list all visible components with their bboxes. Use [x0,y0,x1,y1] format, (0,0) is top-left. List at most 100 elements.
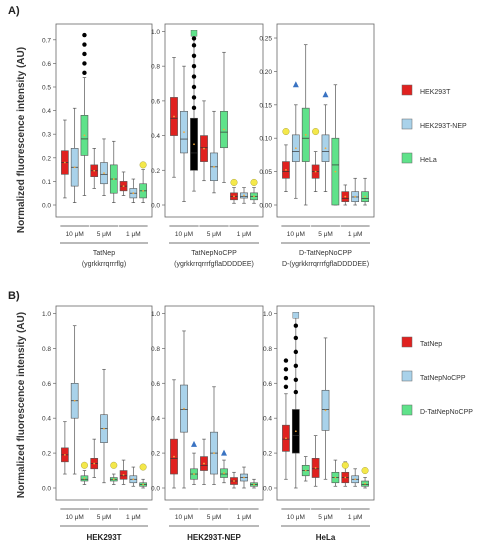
marker-triangle [221,449,227,456]
box-mean [142,483,145,486]
chart-caption-sequence: (ygrkkrrqrrrfgflaDDDDEE) [174,261,254,268]
y-tick-label: 0.15 [259,102,272,109]
legend-label: D-TatNepNoCPP [420,409,473,416]
box [190,36,198,192]
y-tick-label: 0.2 [263,451,272,458]
box-mean [63,453,66,456]
outlier-point [283,375,289,381]
outlier-point [293,335,299,341]
box-mean [213,165,215,168]
box [80,32,89,196]
chart-panel: 0.0 0.2 0.4 0.6 0.8 1.0 10 μM 5 μM 1 μM HEK293T-N… [151,305,264,542]
group-label: 5 μM [318,231,333,238]
box [230,471,238,489]
legend-swatch [401,84,413,96]
box [311,151,320,192]
chart-panel: 0.0 0.2 0.4 0.6 0.8 1.0 10 μM 5 μM 1 μM HeLa [263,305,375,542]
panel-a-label: A) [8,5,20,17]
box [119,171,128,196]
group-label: 1 μM [126,514,141,521]
marker-circle [110,461,118,469]
marker-square [292,312,300,319]
box-mean [253,195,255,198]
outlier-point [283,367,289,372]
chart-caption-sequence: (ygrkkrrqrrrflg) [82,261,126,268]
panel-b-label: B) [8,290,20,302]
box-mean [142,189,145,192]
box [341,461,350,487]
plot-frame [164,305,264,501]
box-mean [344,195,347,198]
outlier-point [191,105,197,111]
y-tick-label: 0.8 [263,346,272,353]
box-mean [304,469,307,472]
outlier-point [293,323,299,328]
chart-caption: TatNepNoCPP [191,250,237,257]
box-mean [285,437,287,440]
legend-swatch [401,152,413,164]
marker-circle [250,178,258,186]
y-tick-label: 0.2 [42,451,51,458]
box [220,459,228,484]
box [61,119,69,199]
marker-triangle [322,91,329,98]
box-mean [354,195,357,198]
outlier-point [82,51,87,57]
box-mean [183,131,185,134]
box [351,468,360,487]
y-tick-label: 0.7 [42,37,51,44]
y-tick-label: 0.6 [42,61,51,68]
box [341,184,350,206]
legend-swatch [401,336,413,348]
box-mean [93,462,96,465]
box-mean [304,133,307,136]
box [282,144,290,192]
box-mean [63,161,66,164]
box-mean [364,482,366,485]
outlier-point [191,74,197,79]
box [311,435,320,487]
box [100,138,108,196]
marker-triangle [292,81,299,88]
box-mean [314,170,317,173]
box-mean [243,194,245,197]
box-mean [223,472,225,475]
box-mean [253,483,255,486]
y-axis-label-b: Normalized fluorescence intensity (AU) [16,312,27,498]
box-mean [183,407,185,410]
y-tick-label: 0.6 [263,381,272,388]
box [331,459,340,487]
box [119,459,128,485]
box [301,44,310,206]
group-label: 1 μM [237,231,252,238]
box [351,177,360,206]
box [90,148,99,189]
group-label: 10 μM [66,231,84,238]
marker-circle [139,463,147,471]
box [200,100,208,182]
group-label: 10 μM [287,231,305,238]
group-label: 5 μM [97,514,112,521]
outlier-point [191,95,197,100]
y-tick-label: 0.0 [263,486,272,493]
box [170,57,178,178]
y-tick-label: 0.4 [151,133,160,140]
marker-square [190,30,198,37]
outlier-point [191,63,197,69]
group-label: 1 μM [348,514,363,521]
outlier-point [293,349,299,355]
box-mean [122,474,125,476]
y-tick-label: 1.0 [263,311,272,318]
marker-circle [341,461,349,469]
box [301,456,310,482]
box [220,51,228,183]
y-tick-label: 0.4 [263,416,272,423]
box-mean [73,399,76,402]
box-mean [223,128,225,131]
y-tick-label: 0.1 [42,179,51,186]
outlier-point [191,84,197,90]
box-mean [324,147,327,150]
box-mean [73,166,76,169]
box [129,466,138,487]
